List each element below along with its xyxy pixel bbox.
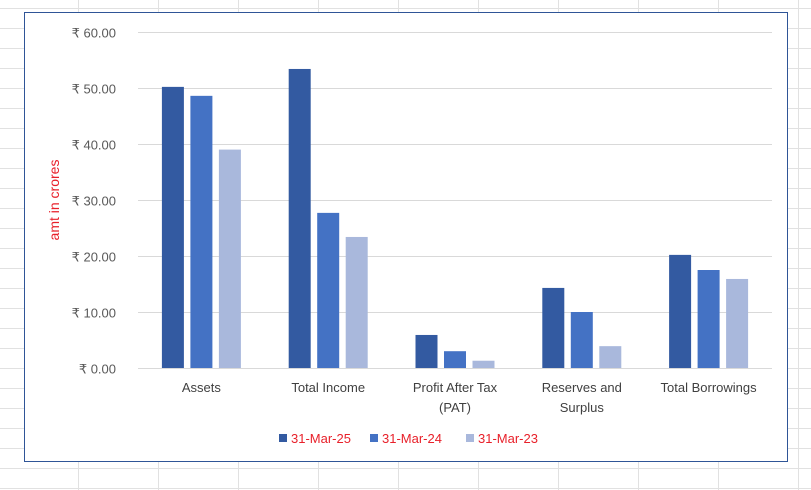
bar-31-Mar-25-Reserves and Surplus[interactable]	[542, 287, 565, 368]
y-tick-label: ₹ 20.00	[72, 250, 116, 265]
bar-31-Mar-23-Profit After Tax (PAT)[interactable]	[472, 360, 495, 368]
bar-31-Mar-24-Assets[interactable]	[190, 95, 213, 368]
x-category-label: Profit After Tax	[413, 380, 498, 395]
bar-31-Mar-23-Reserves and Surplus[interactable]	[599, 346, 622, 368]
bar-31-Mar-23-Total Borrowings[interactable]	[726, 278, 749, 368]
bar-31-Mar-25-Assets[interactable]	[161, 86, 184, 368]
legend-label[interactable]: 31-Mar-24	[382, 431, 442, 446]
bar-31-Mar-24-Total Income[interactable]	[317, 212, 340, 368]
x-category-label: Total Borrowings	[661, 380, 758, 395]
legend-swatch	[466, 434, 474, 442]
y-tick-label: ₹ 0.00	[79, 362, 116, 377]
bar-31-Mar-23-Assets[interactable]	[218, 149, 241, 368]
legend-swatch	[370, 434, 378, 442]
x-category-label: Reserves and	[542, 380, 622, 395]
bar-chart: ₹ 0.00 ₹ 10.00 ₹ 20.00 ₹ 30.00 ₹ 40.00 ₹ 50.0…	[46, 26, 772, 446]
y-tick-label: ₹ 60.00	[72, 26, 116, 41]
bar-31-Mar-24-Total Borrowings[interactable]	[697, 270, 720, 368]
bar-31-Mar-25-Total Income[interactable]	[288, 68, 311, 369]
bar-31-Mar-23-Total Income[interactable]	[345, 236, 368, 368]
chart-area[interactable]: ₹ 0.00 ₹ 10.00 ₹ 20.00 ₹ 30.00 ₹ 40.00 ₹ 50.0…	[24, 12, 788, 462]
y-tick-label: ₹ 10.00	[72, 306, 116, 321]
y-axis-title: amt in crores	[46, 160, 62, 241]
bar-31-Mar-24-Reserves and Surplus[interactable]	[570, 312, 593, 368]
y-tick-label: ₹ 30.00	[72, 194, 116, 209]
x-category-label: Assets	[182, 380, 222, 395]
x-category-label: (PAT)	[439, 400, 471, 415]
bar-31-Mar-24-Profit After Tax (PAT)[interactable]	[444, 351, 466, 368]
x-category-label: Total Income	[291, 380, 365, 395]
legend-label[interactable]: 31-Mar-25	[291, 431, 351, 446]
x-category-label: Surplus	[560, 400, 605, 415]
bar-31-Mar-25-Total Borrowings[interactable]	[669, 254, 692, 368]
y-tick-label: ₹ 40.00	[72, 138, 116, 153]
bar-31-Mar-25-Profit After Tax (PAT)[interactable]	[415, 334, 438, 368]
legend-swatch	[279, 434, 287, 442]
legend-label[interactable]: 31-Mar-23	[478, 431, 538, 446]
y-tick-label: ₹ 50.00	[72, 82, 116, 97]
